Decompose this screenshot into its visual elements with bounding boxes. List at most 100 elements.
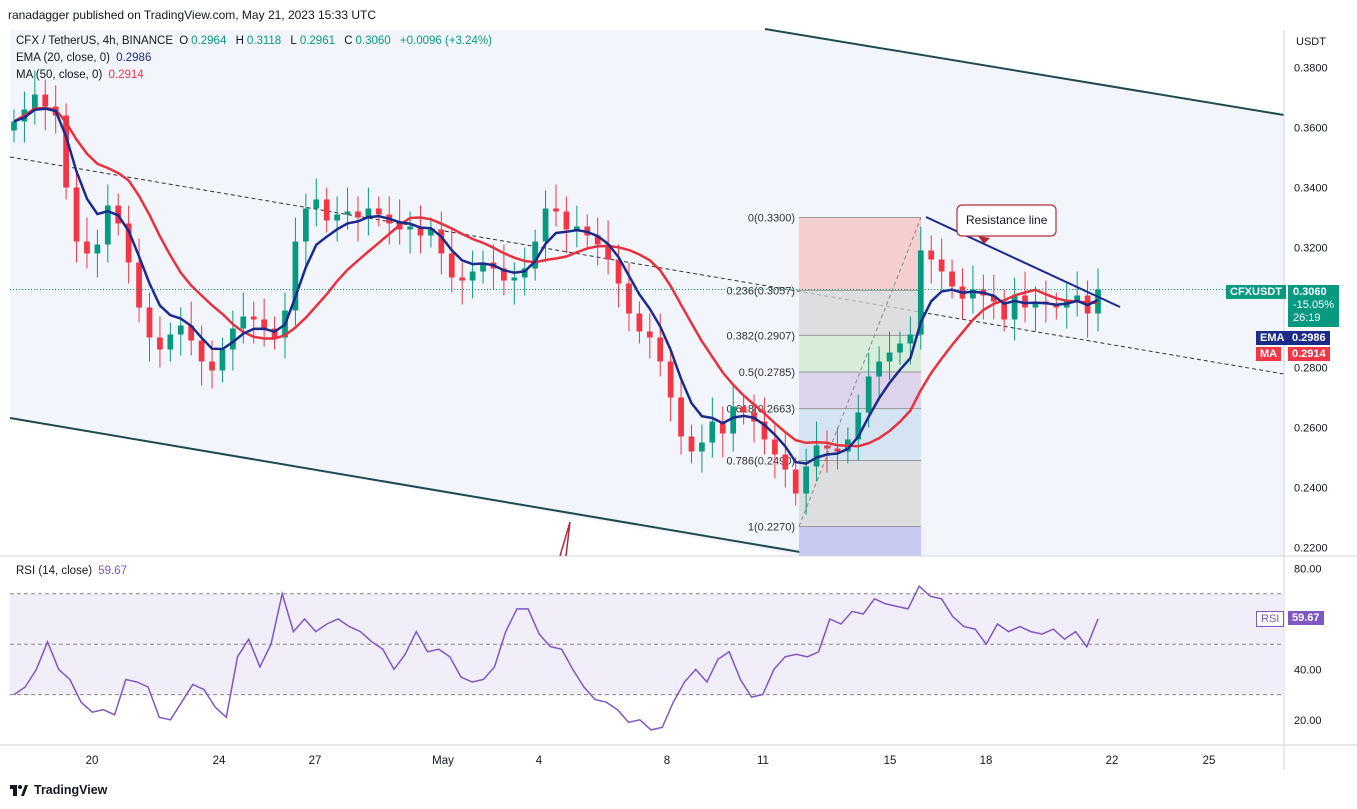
candle-body <box>542 208 549 242</box>
close-value: 0.3060 <box>355 35 391 47</box>
time-tick-label: 11 <box>757 755 769 767</box>
fib-zone <box>799 335 921 372</box>
fibonacci-retracement: 0(0.3300) 0.236(0.3057) 0.382(0.2907) 0.5(0… <box>727 213 922 556</box>
candle-body <box>177 325 184 335</box>
candle-body <box>323 199 330 221</box>
fib-trend-line <box>798 217 922 527</box>
candle-body <box>886 352 893 362</box>
candle-body <box>261 319 268 329</box>
candle-body <box>94 244 101 254</box>
candle-body <box>428 229 434 236</box>
price-tick-label: 0.3200 <box>1294 243 1328 255</box>
fib-level-label: 0.236(0.3057) <box>727 285 796 297</box>
fib-zone <box>799 372 921 409</box>
candle-body <box>782 454 789 470</box>
symbol-price-tag: CFXUSDT <box>1226 285 1286 299</box>
candle-body <box>792 469 799 494</box>
time-tick-label: 20 <box>86 755 99 767</box>
candle-body <box>688 436 695 452</box>
fib-level-label: 0(0.3300) <box>748 213 795 225</box>
candle-body <box>480 262 486 272</box>
candle-body <box>157 337 163 350</box>
candle-body <box>813 445 820 467</box>
candle-body <box>990 295 997 302</box>
candle-body <box>344 211 351 215</box>
candle-body <box>104 205 111 245</box>
candle-body <box>521 268 528 278</box>
ma-50-line <box>13 106 1098 448</box>
candle-body <box>146 307 153 338</box>
candle-body <box>834 448 841 452</box>
ema-legend: EMA (20, close, 0) 0.2986 <box>16 52 154 64</box>
candle-body <box>824 445 830 449</box>
candle-body <box>615 259 622 284</box>
price-tick-label: 0.2200 <box>1294 543 1328 555</box>
candle-body <box>699 442 705 452</box>
candle-body <box>678 397 684 437</box>
candle-body <box>594 235 601 245</box>
candle-body <box>1074 295 1081 302</box>
candle-body <box>740 406 747 413</box>
price-tick-label: 0.3600 <box>1294 123 1328 135</box>
ema-tag-text: EMA <box>1260 332 1285 344</box>
time-tick-label: 25 <box>1203 755 1216 767</box>
rsi-legend: RSI (14, close) 59.67 <box>16 565 130 577</box>
rsi-tag-text: RSI <box>1261 613 1280 625</box>
candle-body <box>563 211 570 230</box>
rsi-axis-label: RSI <box>1256 611 1285 627</box>
candle-body <box>772 439 778 455</box>
ma-axis-label: MA <box>1256 347 1282 361</box>
ohlc-legend: CFX / TetherUS, 4h, BINANCE O 0.2964 H 0.3… <box>16 35 495 47</box>
axes-layer: USDT 0.3800 0.3600 0.3400 0.3200 0.2800 0.2600… <box>0 30 1357 770</box>
rsi-tick-label: 80.00 <box>1294 564 1322 576</box>
candle-body <box>292 241 299 311</box>
candle-body <box>313 199 320 209</box>
fib-zone <box>799 526 921 556</box>
candle-body <box>803 466 810 494</box>
candle-body <box>657 337 664 362</box>
last-price: 0.3060 <box>1293 286 1327 298</box>
last-price-tag: 0.3060 -15.05% 26:19 <box>1288 285 1339 327</box>
resistance-callout-pointer <box>978 236 990 244</box>
price-tick-label: 0.2800 <box>1294 363 1328 375</box>
change-value: +0.0096 (+3.24%) <box>399 35 492 47</box>
tradingview-footer[interactable]: TradingView <box>10 783 107 797</box>
candle-body <box>553 208 559 212</box>
candle-body <box>907 334 914 344</box>
fib-level-label: 1(0.2270) <box>748 522 795 534</box>
candle-body <box>626 283 632 314</box>
time-tick-label: May <box>432 755 454 767</box>
candle-body <box>928 250 935 260</box>
candle-body <box>136 262 142 308</box>
rsi-line <box>13 584 1099 731</box>
candle-body <box>198 340 205 362</box>
publisher-caption: ranadagger published on TradingView.com,… <box>8 8 377 22</box>
high-label: H <box>235 35 244 47</box>
ma-tag-text: MA <box>1260 348 1278 360</box>
candle-body <box>709 421 716 443</box>
price-axis-unit: USDT <box>1296 36 1326 48</box>
ema-axis-price: 0.2986 <box>1288 331 1330 345</box>
candle-body <box>469 271 476 281</box>
price-tick-label: 0.2600 <box>1294 423 1328 435</box>
candle-body <box>938 259 945 272</box>
candle-body <box>1095 289 1101 314</box>
candle-body <box>209 361 215 371</box>
symbol-tag-label: CFXUSDT <box>1230 286 1282 298</box>
candle-body <box>125 223 132 263</box>
candle-body <box>334 214 340 221</box>
price-tick-label: 0.2400 <box>1294 483 1328 495</box>
candle-body <box>501 268 507 281</box>
rsi-tick-label: 20.00 <box>1294 715 1322 727</box>
price-tick-label: 0.3800 <box>1294 63 1328 75</box>
footer-brand: TradingView <box>34 783 108 797</box>
candle-body <box>11 121 17 131</box>
fib-level-label: 0.786(0.2490) <box>727 456 796 468</box>
candle-body <box>438 229 445 254</box>
time-tick-label: 24 <box>213 755 226 767</box>
close-label: C <box>344 35 353 47</box>
channel-midline <box>9 156 1285 375</box>
rsi-legend-label: RSI (14, close) <box>16 565 93 577</box>
low-value: 0.2961 <box>299 35 335 47</box>
